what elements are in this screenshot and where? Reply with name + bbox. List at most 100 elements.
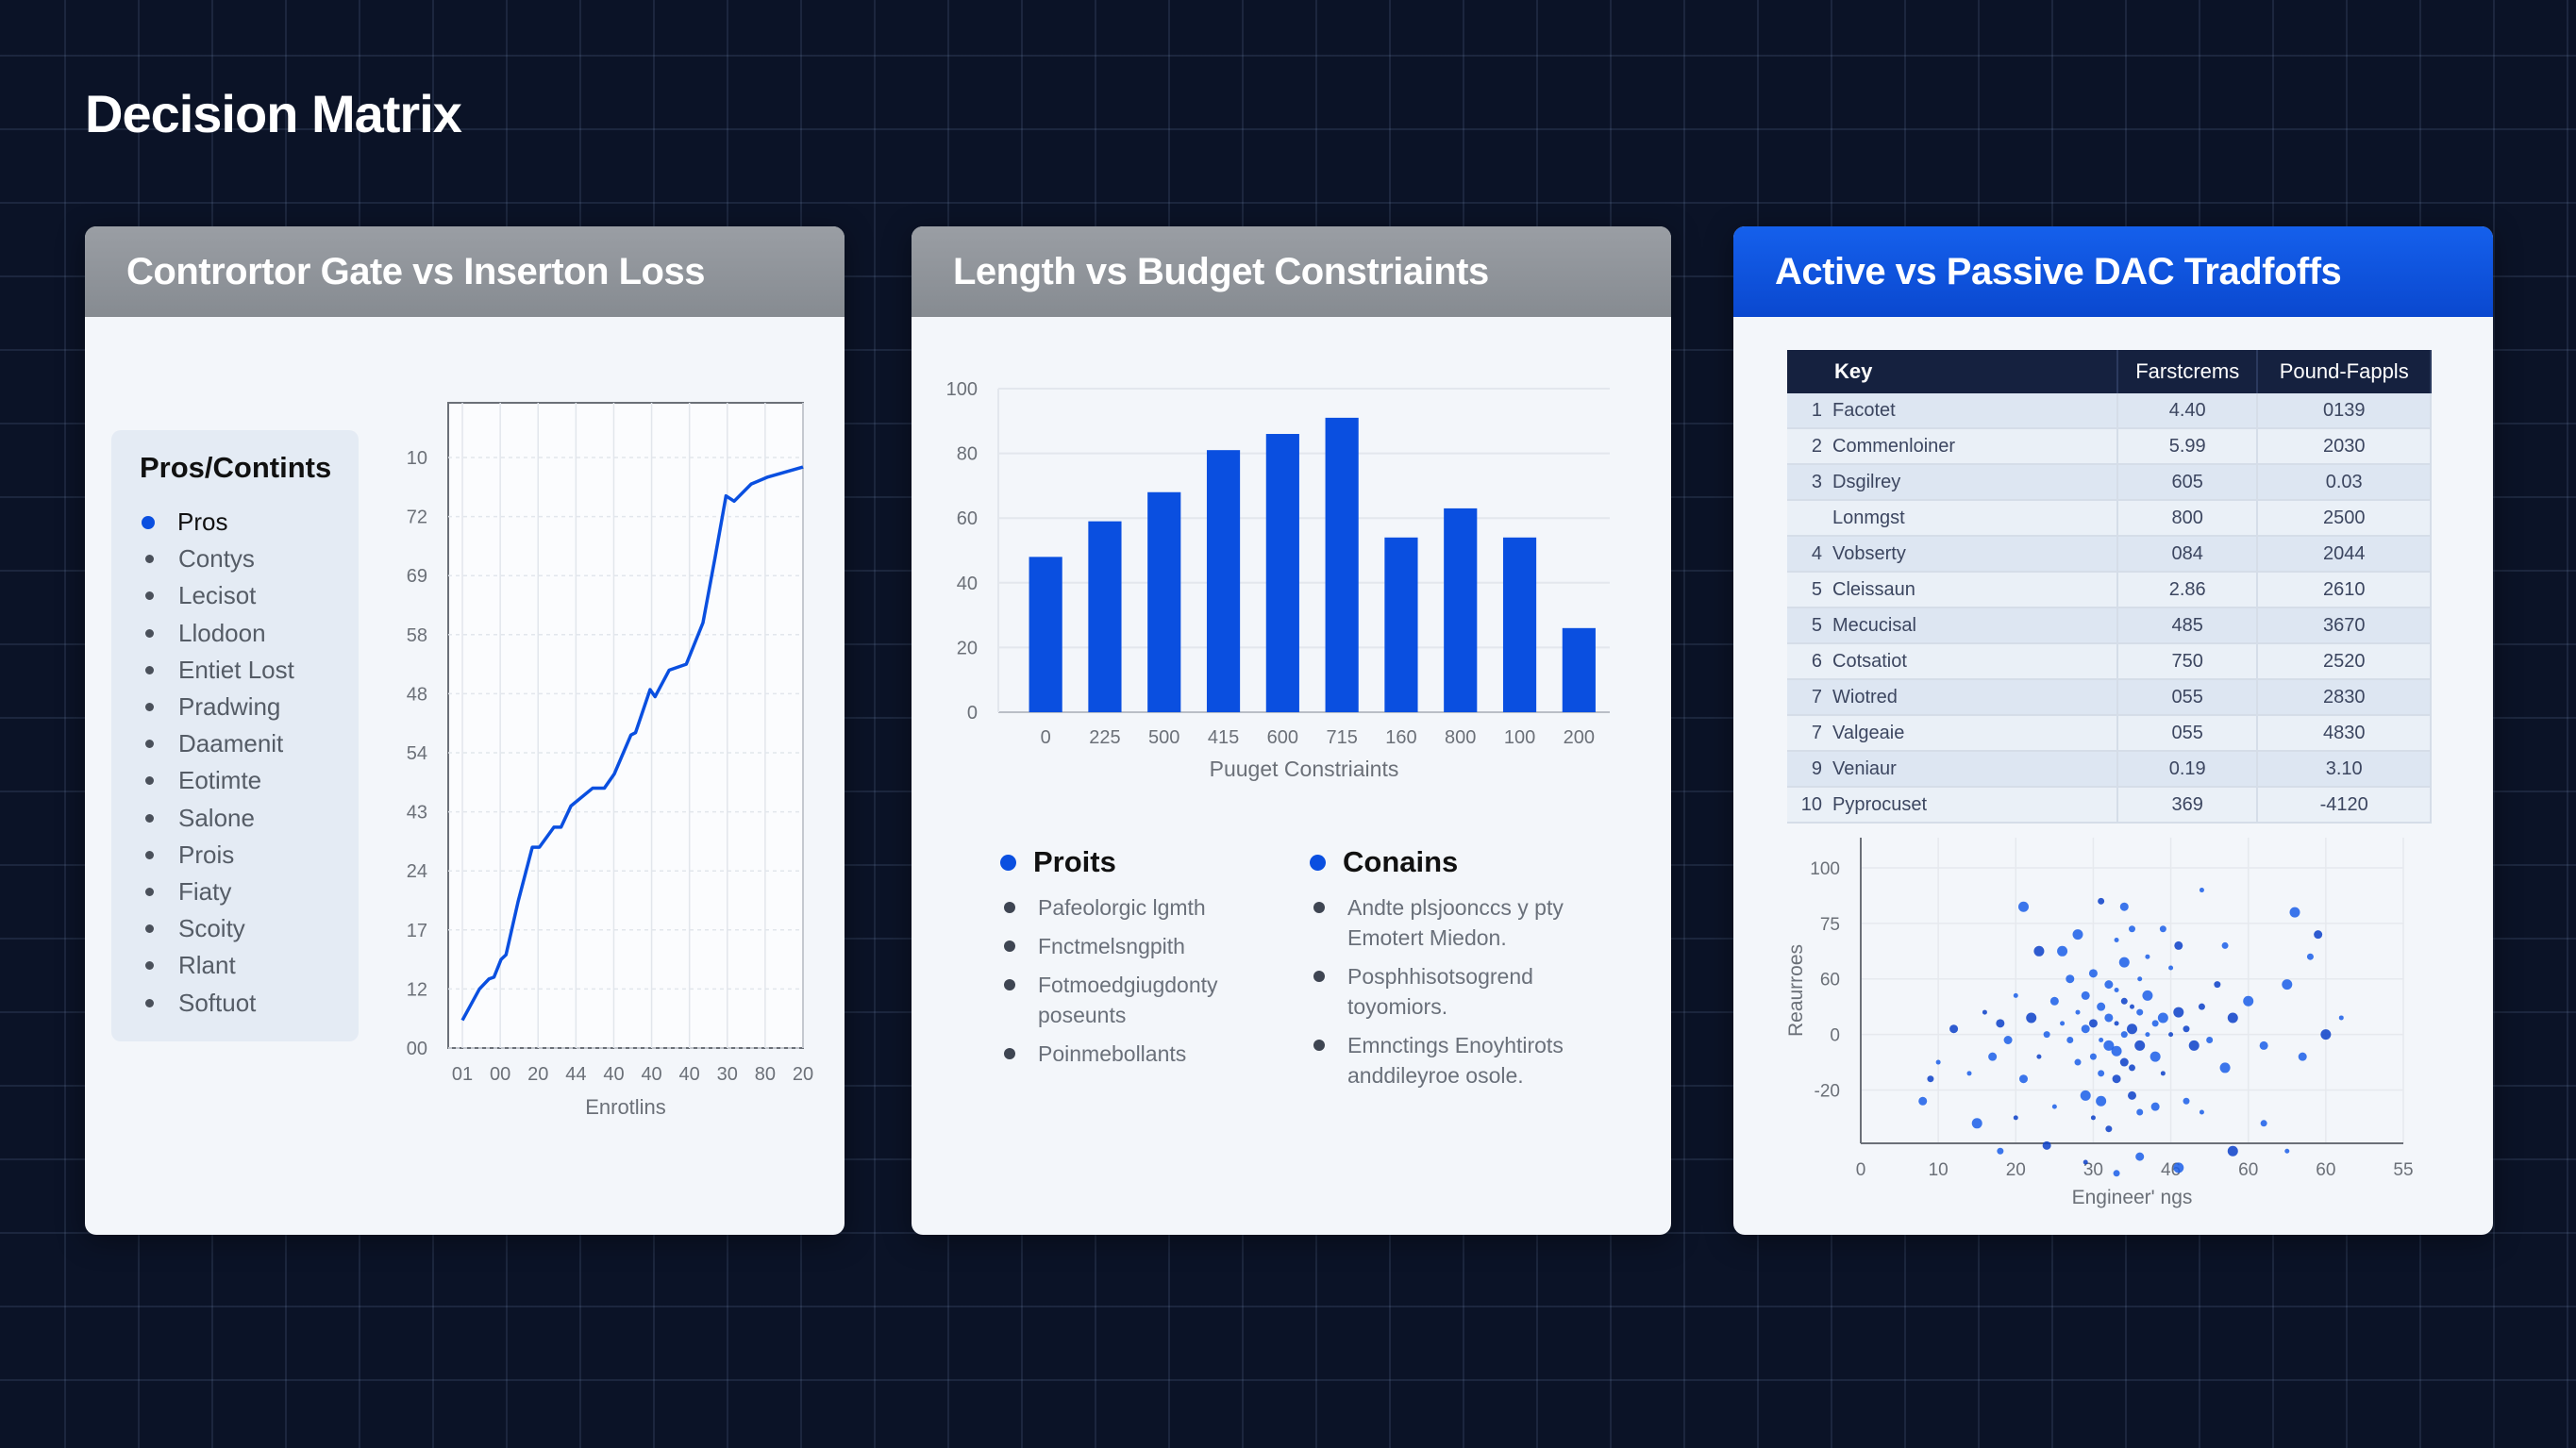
x-tick-label: 800 (1445, 727, 1476, 748)
table-row: 10 Pyprocuset 369 -4120 (1787, 787, 2432, 824)
y-tick-label: 0 (967, 703, 978, 724)
y-tick-label: 00 (407, 1039, 427, 1059)
data-point (2083, 1159, 2088, 1165)
table-row: 2 Commenloiner 5.99 2030 (1787, 428, 2432, 465)
table-cell: Valgeaie (1832, 715, 2118, 752)
data-point (2284, 1148, 2290, 1154)
column-header: Farstcrems (2117, 350, 2259, 393)
table-cell: 4830 (2257, 715, 2432, 752)
table-cell: 605 (2117, 464, 2259, 501)
y-tick-label: 10 (407, 448, 427, 469)
data-point (2151, 1020, 2159, 1027)
table-cell: 055 (2117, 715, 2259, 752)
data-point (2104, 980, 2114, 990)
data-point (2149, 1051, 2161, 1062)
list-heading: Conains (1310, 845, 1621, 879)
data-point (1935, 1059, 1941, 1065)
card-dac-tradeoffs: Active vs Passive DAC Tradfoffs Key Fars… (1733, 226, 2493, 1235)
table-cell: 7 (1787, 715, 1832, 752)
bullet-icon (145, 850, 154, 859)
data-point (2183, 1025, 2190, 1033)
data-point (1988, 1052, 1998, 1061)
data-point (1996, 1019, 2005, 1028)
pros-cons-heading: Pros/Contints (140, 451, 332, 484)
table-cell: 2500 (2257, 500, 2432, 537)
data-point (2120, 997, 2128, 1005)
data-point (2338, 1015, 2344, 1021)
data-point (2114, 1021, 2119, 1026)
bar-chart: 0 20 40 60 80 100 0 225 500 415 600 715 160 800 100 200… (946, 379, 1610, 781)
list-item-label: Pros (177, 508, 228, 537)
x-tick-label: 40 (641, 1064, 661, 1085)
list-heading-label: Proits (1033, 845, 1116, 878)
bullet-icon (1000, 854, 1016, 871)
table-cell: 2030 (2257, 428, 2432, 465)
data-point (2043, 1031, 2050, 1039)
data-point (2060, 1021, 2066, 1026)
list-item-label: Contys (178, 544, 255, 574)
list-item: Pradwing (140, 689, 294, 725)
data-point (2137, 976, 2143, 982)
data-point (2104, 1013, 2114, 1023)
table-cell: 7 (1787, 679, 1832, 716)
bar (1444, 508, 1478, 712)
bullet-icon (145, 776, 154, 786)
data-point (2097, 1002, 2106, 1011)
list-item-label: Poinmebollants (1038, 1041, 1187, 1066)
x-tick-label: 60 (2316, 1160, 2335, 1180)
data-point (2130, 1004, 2134, 1009)
table-cell: Veniaur (1832, 751, 2118, 788)
x-tick-label: 10 (1929, 1160, 1949, 1180)
table-row: 6 Cotsatiot 750 2520 (1787, 643, 2432, 680)
data-point (2260, 1120, 2267, 1127)
table-cell: 2610 (2257, 572, 2432, 608)
list-item-label: Entiet Lost (178, 655, 294, 684)
table-cell: 3.10 (2257, 751, 2432, 788)
list-item: Scoity (140, 910, 294, 947)
table-cell: Dsgilrey (1832, 464, 2118, 501)
bullet-icon (145, 703, 154, 712)
x-axis-label: Puuget Constriaints (1210, 757, 1399, 781)
table-cell: 084 (2117, 536, 2259, 573)
data-point (2049, 996, 2059, 1006)
list-item-label: Daamenit (178, 729, 284, 758)
table-row: 4 Vobserty 084 2044 (1787, 536, 2432, 573)
y-tick-label: 54 (407, 743, 427, 764)
x-tick-label: 44 (565, 1064, 586, 1085)
y-tick-label: 72 (407, 508, 427, 528)
data-point (2098, 1070, 2105, 1077)
bullet-icon (1310, 854, 1326, 871)
y-tick-label: 100 (1810, 859, 1840, 879)
bullet-icon (1313, 1040, 1325, 1051)
data-point (2088, 1019, 2098, 1028)
data-point (2066, 1037, 2074, 1043)
x-tick-label: 20 (793, 1064, 813, 1085)
bullet-icon (145, 887, 154, 896)
data-point (2214, 981, 2221, 989)
plot-area (447, 402, 804, 1049)
key-table: Key Farstcrems Pound-Fappls 1 Facotet 4.40… (1787, 350, 2432, 824)
bar (1029, 557, 1062, 712)
data-point (2088, 969, 2098, 978)
list-item: Lecisot (140, 577, 294, 614)
data-point (2051, 1104, 2057, 1109)
table-cell: Lonmgst (1832, 500, 2118, 537)
data-point (2042, 1140, 2051, 1150)
card-length-vs-budget: Length vs Budget Constriaints 0 20 40 60 80 1… (912, 226, 1671, 1235)
bar (1206, 450, 1241, 712)
data-point (2157, 1012, 2168, 1024)
data-point (2019, 1074, 2028, 1084)
list-item: Andte plsjoonccs y pty Emotert Miedon. (1310, 892, 1621, 953)
bar (1384, 537, 1418, 712)
data-point (2174, 940, 2183, 950)
x-tick-label: 200 (1564, 727, 1595, 748)
bar (1265, 434, 1299, 712)
list-item: Pros (140, 504, 294, 541)
data-point (2081, 1024, 2090, 1034)
data-point (2112, 1074, 2121, 1084)
x-tick-label: 600 (1267, 727, 1298, 748)
x-tick-label: 225 (1089, 727, 1120, 748)
table-row: 7 Wiotred 055 2830 (1787, 679, 2432, 716)
y-axis-label: Reaurroes (1785, 944, 1807, 1037)
x-tick-label: 30 (2083, 1160, 2103, 1180)
